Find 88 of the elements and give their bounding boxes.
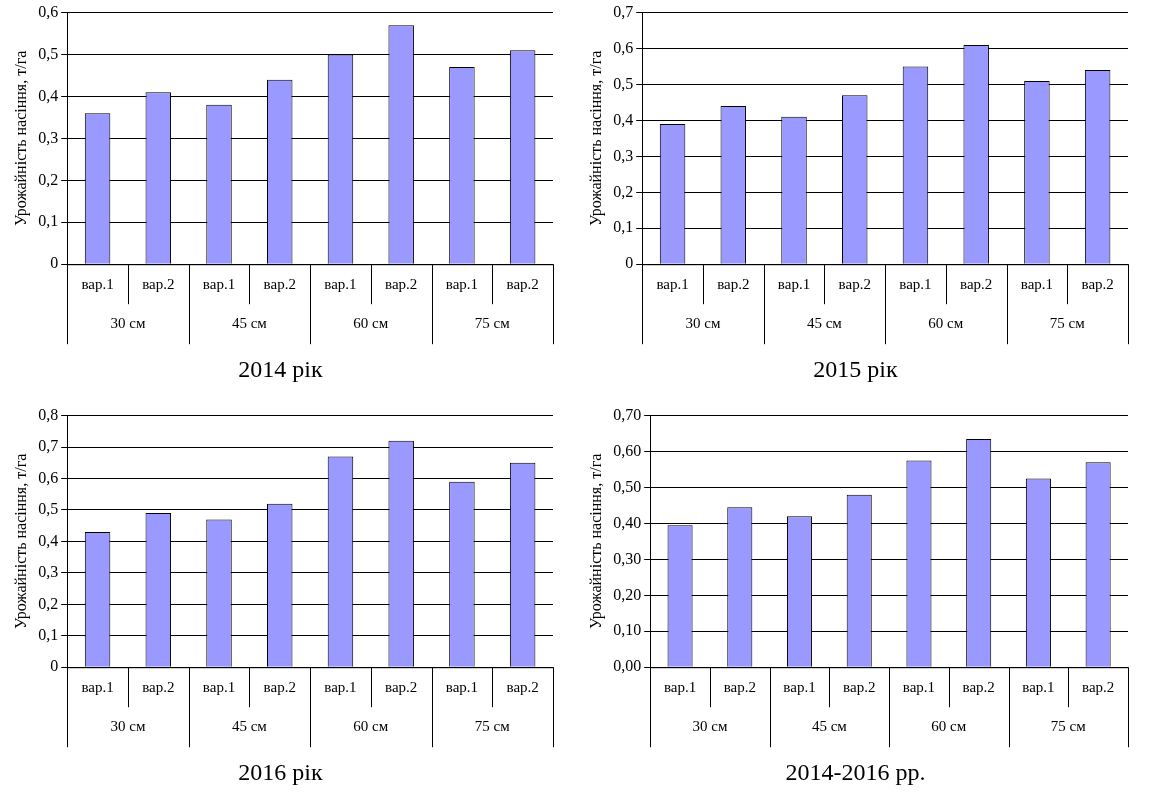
x-tick-label: вар.2 [1081,679,1115,696]
text: 60 см [353,718,389,735]
y-tick-label: 0,6 [38,468,59,486]
y-tick-label: 0,3 [38,128,59,146]
x-tick-label: вар.2 [723,679,756,696]
x-tick-label: вар.1 [783,679,816,696]
x-tick-label: вар.1 [899,276,932,293]
x-tick-label: вар.2 [142,276,175,293]
y-tick-label: 0,3 [613,146,634,164]
y-tick-label: 0,2 [38,594,59,612]
y-tick-label: 0,20 [613,585,642,603]
x-tick-label: вар.2 [142,679,175,696]
text: 2014 рік [238,355,323,382]
x-tick-label: вар.1 [663,679,697,696]
y-tick-label: 0 [50,657,59,675]
y-tick-label: 0,1 [38,625,59,643]
text: 45 см [811,718,848,735]
x-tick-label: вар.2 [717,276,750,293]
text: 45 см [231,315,268,332]
text: 2016 рік [238,758,323,785]
x-tick-label: вар.1 [656,276,689,293]
y-axis-title: Урожайність насіння, т/га [11,50,30,227]
text: 75 см [474,718,511,735]
y-tick-label: 0,1 [613,218,634,236]
y-tick-label: 0,8 [38,405,59,423]
y-tick-label: 0 [50,254,59,272]
x-tick-label: вар.2 [962,679,995,696]
y-tick-label: 0,7 [38,437,59,455]
x-tick-label: вар.1 [1022,679,1055,696]
y-tick-label: 0,60 [613,441,642,459]
x-tick-label: вар.2 [263,276,296,293]
x-tick-label: вар.2 [1081,276,1114,293]
x-tick-label: вар.1 [202,679,236,696]
y-tick-label: 0,50 [613,477,642,495]
x-tick-label: вар.1 [202,276,236,293]
text: 60 см [928,315,964,332]
x-tick-label: вар.1 [1020,276,1054,293]
y-tick-label: 0,5 [38,44,59,62]
y-tick-label: 0,00 [613,657,642,675]
x-tick-label: вар.1 [445,679,479,696]
y-axis-title: Урожайність насіння, т/га [586,50,605,227]
y-axis-title: Урожайність насіння, т/га [586,453,605,630]
x-tick-label: вар.1 [81,276,114,293]
y-tick-label: 0,4 [613,110,634,128]
y-tick-label: 0,2 [613,182,634,200]
y-tick-label: 0,4 [38,531,59,549]
x-tick-label: вар.1 [777,276,811,293]
y-tick-label: 0,1 [38,212,59,230]
y-tick-label: 0 [625,254,634,272]
y-tick-label: 0,40 [613,513,642,531]
x-tick-label: вар.1 [324,679,357,696]
x-tick-label: вар.2 [843,679,876,696]
y-tick-label: 0,70 [613,405,642,423]
x-tick-label: вар.2 [263,679,296,696]
x-tick-label: вар.2 [960,276,993,293]
y-tick-label: 0,3 [38,563,59,581]
text: 30 см [110,315,146,332]
x-tick-label: вар.2 [506,276,539,293]
y-tick-label: 0,7 [613,2,634,20]
x-tick-label: вар.1 [902,679,936,696]
y-tick-label: 0,10 [613,621,642,639]
text: 2015 рік [813,355,898,382]
text: 75 см [1049,315,1086,332]
text: 45 см [231,718,268,735]
x-tick-label: вар.2 [385,679,418,696]
y-axis-title: Урожайність насіння, т/га [11,453,30,630]
text: 75 см [474,315,511,332]
text: 60 см [931,718,967,735]
x-tick-label: вар.1 [445,276,479,293]
text: 75 см [1050,718,1087,735]
text: 30 см [110,718,146,735]
y-tick-label: 0,6 [613,38,634,56]
x-tick-label: вар.1 [324,276,357,293]
y-tick-label: 0,2 [38,170,59,188]
text: 60 см [353,315,389,332]
y-tick-label: 0,30 [613,549,642,567]
text: 30 см [692,718,728,735]
text: 2014-2016 рр. [785,758,926,785]
x-tick-label: вар.2 [506,679,539,696]
y-tick-label: 0,4 [38,86,59,104]
x-tick-label: вар.2 [838,276,871,293]
y-tick-label: 0,5 [613,74,634,92]
text: 30 см [685,315,721,332]
y-tick-label: 0,5 [38,500,59,518]
text: 45 см [806,315,843,332]
x-tick-label: вар.2 [385,276,418,293]
y-tick-label: 0,6 [38,2,59,20]
x-tick-label: вар.1 [81,679,114,696]
